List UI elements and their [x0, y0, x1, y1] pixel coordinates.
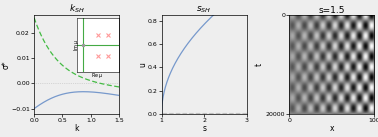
Y-axis label: u: u: [139, 62, 147, 67]
X-axis label: x: x: [330, 124, 334, 133]
Title: s=1.5: s=1.5: [318, 6, 345, 15]
X-axis label: s: s: [202, 124, 206, 133]
Title: $k_{SH}$: $k_{SH}$: [69, 3, 84, 15]
Title: $s_{SH}$: $s_{SH}$: [197, 5, 212, 15]
Y-axis label: σ*: σ*: [2, 60, 11, 69]
Y-axis label: t: t: [255, 63, 264, 66]
X-axis label: k: k: [74, 124, 79, 133]
